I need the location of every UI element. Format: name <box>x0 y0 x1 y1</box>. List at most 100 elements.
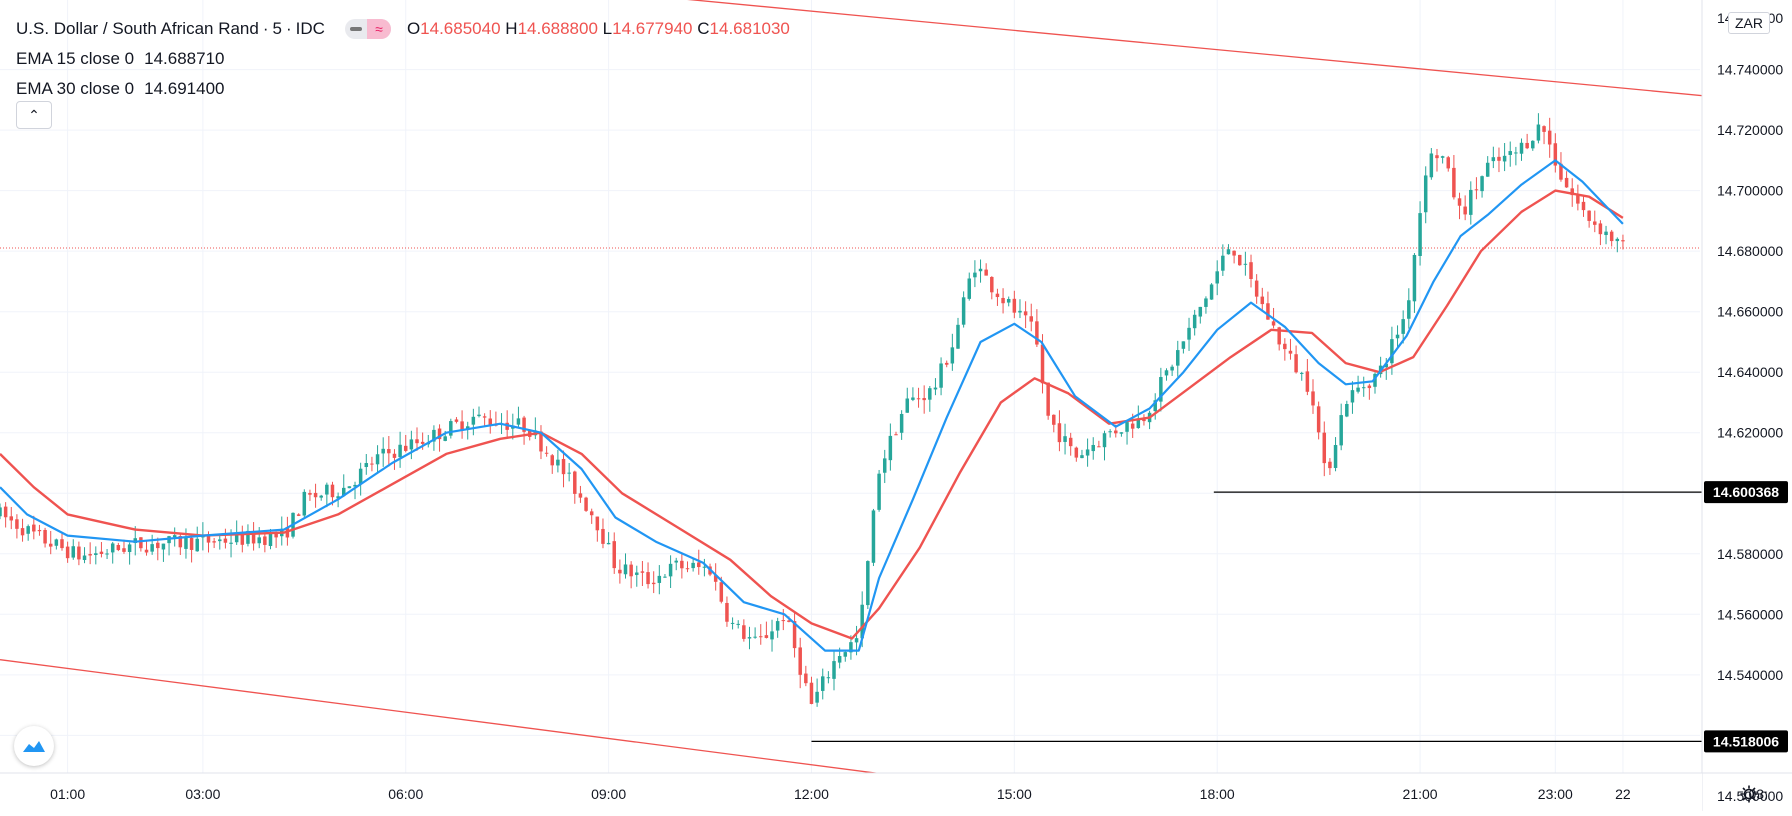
candle-body <box>336 496 340 499</box>
candle-body <box>556 459 560 466</box>
chart-settings-button[interactable] <box>1737 782 1761 806</box>
candle-body <box>1125 422 1129 432</box>
price-tick-label: 14.740000 <box>1717 62 1783 78</box>
candle-body <box>544 452 549 454</box>
time-scale[interactable] <box>0 773 1702 811</box>
candle-body <box>313 492 318 498</box>
candle-body <box>922 398 926 401</box>
candle-body <box>1221 255 1225 271</box>
candle-body <box>713 575 718 582</box>
candle-body <box>1480 176 1484 192</box>
candle-body <box>156 542 160 549</box>
candle-body <box>1018 310 1022 313</box>
currency-badge[interactable]: ZAR <box>1728 12 1770 34</box>
candle-body <box>1057 423 1062 443</box>
candle-body <box>702 566 707 568</box>
series-toggle-pill[interactable]: ≈ <box>344 19 391 39</box>
candle-body <box>1361 387 1366 389</box>
candle-body <box>37 529 42 532</box>
visibility-icon[interactable] <box>345 19 367 39</box>
candle-body <box>1514 152 1518 154</box>
candle-body <box>629 564 633 577</box>
price-tick-label: 14.560000 <box>1717 606 1783 622</box>
candle-body <box>1576 195 1580 204</box>
candle-body <box>20 528 25 536</box>
candle-body <box>122 548 126 552</box>
candle-body <box>1519 142 1524 154</box>
candle-body <box>1497 156 1501 161</box>
candle-body <box>1187 327 1191 340</box>
candle-body <box>1384 363 1389 368</box>
candle-body <box>409 439 414 450</box>
candle-body <box>606 542 611 545</box>
candle-body <box>60 539 64 549</box>
candle-body <box>1091 444 1095 452</box>
price-tick-label: 14.680000 <box>1717 243 1783 259</box>
candle-body <box>420 441 425 444</box>
candle-body <box>223 538 228 543</box>
candle-body <box>1164 370 1169 376</box>
price-tick-label: 14.500000 <box>1717 788 1783 804</box>
candle-body <box>663 576 667 578</box>
candle-body <box>646 572 650 585</box>
candle-body <box>516 418 521 425</box>
candle-body <box>460 421 464 431</box>
candle-body <box>1333 445 1338 468</box>
candle-body <box>1502 155 1507 162</box>
candles <box>0 113 1625 707</box>
ema-lines <box>0 159 1624 652</box>
chevron-up-icon: ⌃ <box>28 106 40 123</box>
candle-body <box>206 534 211 543</box>
candle-body <box>471 416 476 425</box>
candle-body <box>1401 319 1405 334</box>
time-tick-label: 03:00 <box>185 786 220 802</box>
candle-body <box>899 413 904 433</box>
candle-body <box>854 638 859 643</box>
candle-body <box>1328 461 1332 469</box>
candle-body <box>218 539 222 542</box>
ema15-line[interactable] <box>0 159 1624 652</box>
candle-body <box>759 636 763 638</box>
candle-body <box>1035 321 1039 345</box>
candle-body <box>234 532 239 543</box>
time-tick-label: 15:00 <box>997 786 1032 802</box>
candle-body <box>1001 297 1005 304</box>
tradingview-logo[interactable] <box>14 726 54 766</box>
ema30-line[interactable] <box>0 189 1624 640</box>
price-tick-label: 14.580000 <box>1717 546 1783 562</box>
level-price-label: 14.600368 <box>1713 484 1779 500</box>
candle-body <box>263 536 267 545</box>
candle-body <box>1621 240 1625 242</box>
candle-body <box>1204 298 1208 307</box>
candle-body <box>1407 300 1411 319</box>
candle-body <box>94 553 98 556</box>
candle-body <box>65 546 70 559</box>
candle-body <box>849 642 853 653</box>
compare-icon[interactable]: ≈ <box>366 19 391 39</box>
candle-body <box>1508 151 1512 155</box>
candle-body <box>403 445 408 451</box>
candle-body <box>1114 430 1118 434</box>
channel-upper-line[interactable] <box>88 0 1779 104</box>
candle-body <box>325 484 329 495</box>
price-tick-label: 14.700000 <box>1717 183 1783 199</box>
candle-body <box>522 417 526 432</box>
price-tick-label: 14.660000 <box>1717 304 1783 320</box>
candle-body <box>1243 263 1248 265</box>
candle-body <box>353 484 357 487</box>
candle-body <box>1254 280 1259 297</box>
candle-body <box>573 471 577 494</box>
candle-body <box>911 397 915 400</box>
candle-body <box>26 526 30 534</box>
candle-body <box>1046 382 1050 416</box>
candle-body <box>595 516 600 531</box>
level-price-label-bg <box>1704 730 1788 753</box>
candle-body <box>1536 124 1541 141</box>
collapse-legend-button[interactable]: ⌃ <box>16 101 52 129</box>
price-scale[interactable] <box>1702 0 1792 811</box>
candle-body <box>387 449 391 454</box>
candle-body <box>1266 303 1270 320</box>
